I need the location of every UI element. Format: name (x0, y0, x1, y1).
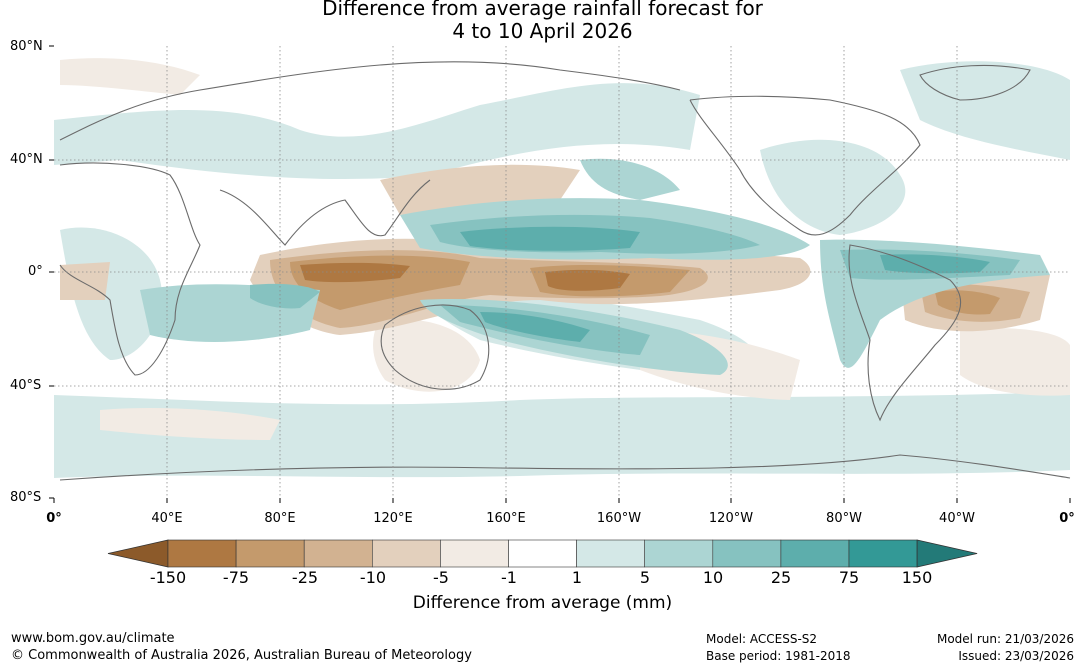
legend-units-label: Difference from average (mm) (412, 593, 673, 613)
title-line-1: Difference from average rainfall forecas… (322, 0, 763, 20)
legend-tick-label: 1 (571, 568, 583, 587)
lon-label-120e: 120°E (373, 511, 413, 526)
lat-label-equator: 0° (28, 264, 43, 279)
legend-color-box (440, 539, 509, 568)
footer-base-period: Base period: 1981-2018 (706, 649, 851, 663)
anomaly-fill-brown (300, 262, 630, 291)
legend-extend-left (107, 539, 169, 568)
lat-label-80s: 80°S (10, 490, 42, 505)
legend-color-box (303, 539, 373, 568)
legend-tick-label: -75 (222, 568, 250, 587)
lon-label-80e: 80°E (264, 511, 296, 526)
lon-label-80w: 80°W (826, 511, 862, 526)
legend-tick-label: 75 (838, 568, 860, 587)
title-line-2: 4 to 10 April 2026 (452, 19, 633, 43)
legend-color-box (848, 539, 918, 568)
rainfall-anomaly-map (49, 45, 1071, 503)
legend-tick-label: -25 (291, 568, 319, 587)
lon-label-0-right: 0° (1059, 511, 1075, 526)
coastlines (59, 61, 1071, 481)
map-title: Difference from average rainfall forecas… (0, 0, 1085, 43)
lon-label-160w: 160°W (596, 511, 642, 526)
anomaly-fill-dark-teal (460, 226, 990, 342)
lon-label-0-left: 0° (46, 511, 62, 526)
lat-label-80n: 80°N (10, 39, 43, 54)
legend-color-box (576, 539, 645, 568)
lon-label-120w: 120°W (708, 511, 754, 526)
legend-tick-label: 25 (770, 568, 792, 587)
lon-label-40e: 40°E (151, 511, 183, 526)
legend-tick-label: -5 (433, 568, 449, 587)
legend-tick-label: 5 (639, 568, 651, 587)
graticule (54, 46, 1070, 498)
legend-color-box (371, 539, 441, 568)
legend-tick-label: -10 (359, 568, 387, 587)
footer-issued: Issued: 23/03/2026 (958, 649, 1074, 663)
footer-model-run: Model run: 21/03/2026 (936, 632, 1074, 646)
legend-tick-label: -1 (501, 568, 517, 587)
lat-label-40n: 40°N (10, 152, 43, 167)
legend-colorbar (107, 539, 978, 568)
legend-color-box (712, 539, 782, 568)
axis-ticks (49, 45, 1071, 503)
legend-extend-right (916, 539, 978, 568)
legend-color-box (235, 539, 305, 568)
legend-tick-label: -150 (149, 568, 187, 587)
legend-color-box (167, 539, 237, 568)
lat-label-40s: 40°S (10, 378, 42, 393)
legend-color-box (508, 539, 577, 568)
lon-label-40w: 40°W (939, 511, 975, 526)
legend-color-box (780, 539, 850, 568)
footer-model: Model: ACCESS-S2 (706, 632, 818, 646)
legend-tick-label: 10 (702, 568, 724, 587)
footer-copyright: © Commonwealth of Australia 2026, Austra… (11, 648, 472, 663)
lon-label-160e: 160°E (486, 511, 526, 526)
legend-tick-label: 150 (901, 568, 933, 587)
footer-url: www.bom.gov.au/climate (11, 631, 175, 646)
legend-color-box (644, 539, 714, 568)
